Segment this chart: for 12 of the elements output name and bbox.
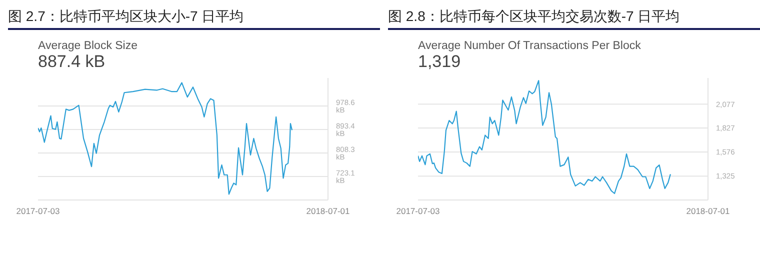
chart-title: 图 2.8：比特币每个区块平均交易次数-7 日平均 xyxy=(388,8,760,30)
text: 1,319 xyxy=(418,52,462,72)
x-tick-label: 2017-07-03 xyxy=(396,206,440,216)
x-tick-label: 2017-07-03 xyxy=(16,206,60,216)
x-tick-label: 2018-07-01 xyxy=(686,206,730,216)
chart-subtitle: Average Number Of Transactions Per Block xyxy=(418,40,642,52)
chart-subtitle: Average Block Size xyxy=(38,40,139,52)
chart-title: 图 2.7：比特币平均区块大小-7 日平均 xyxy=(8,8,380,30)
text: 887.4 kB xyxy=(38,52,106,72)
line-series xyxy=(418,80,671,194)
x-tick-label: 2018-07-01 xyxy=(306,206,350,216)
line-series xyxy=(38,82,293,195)
